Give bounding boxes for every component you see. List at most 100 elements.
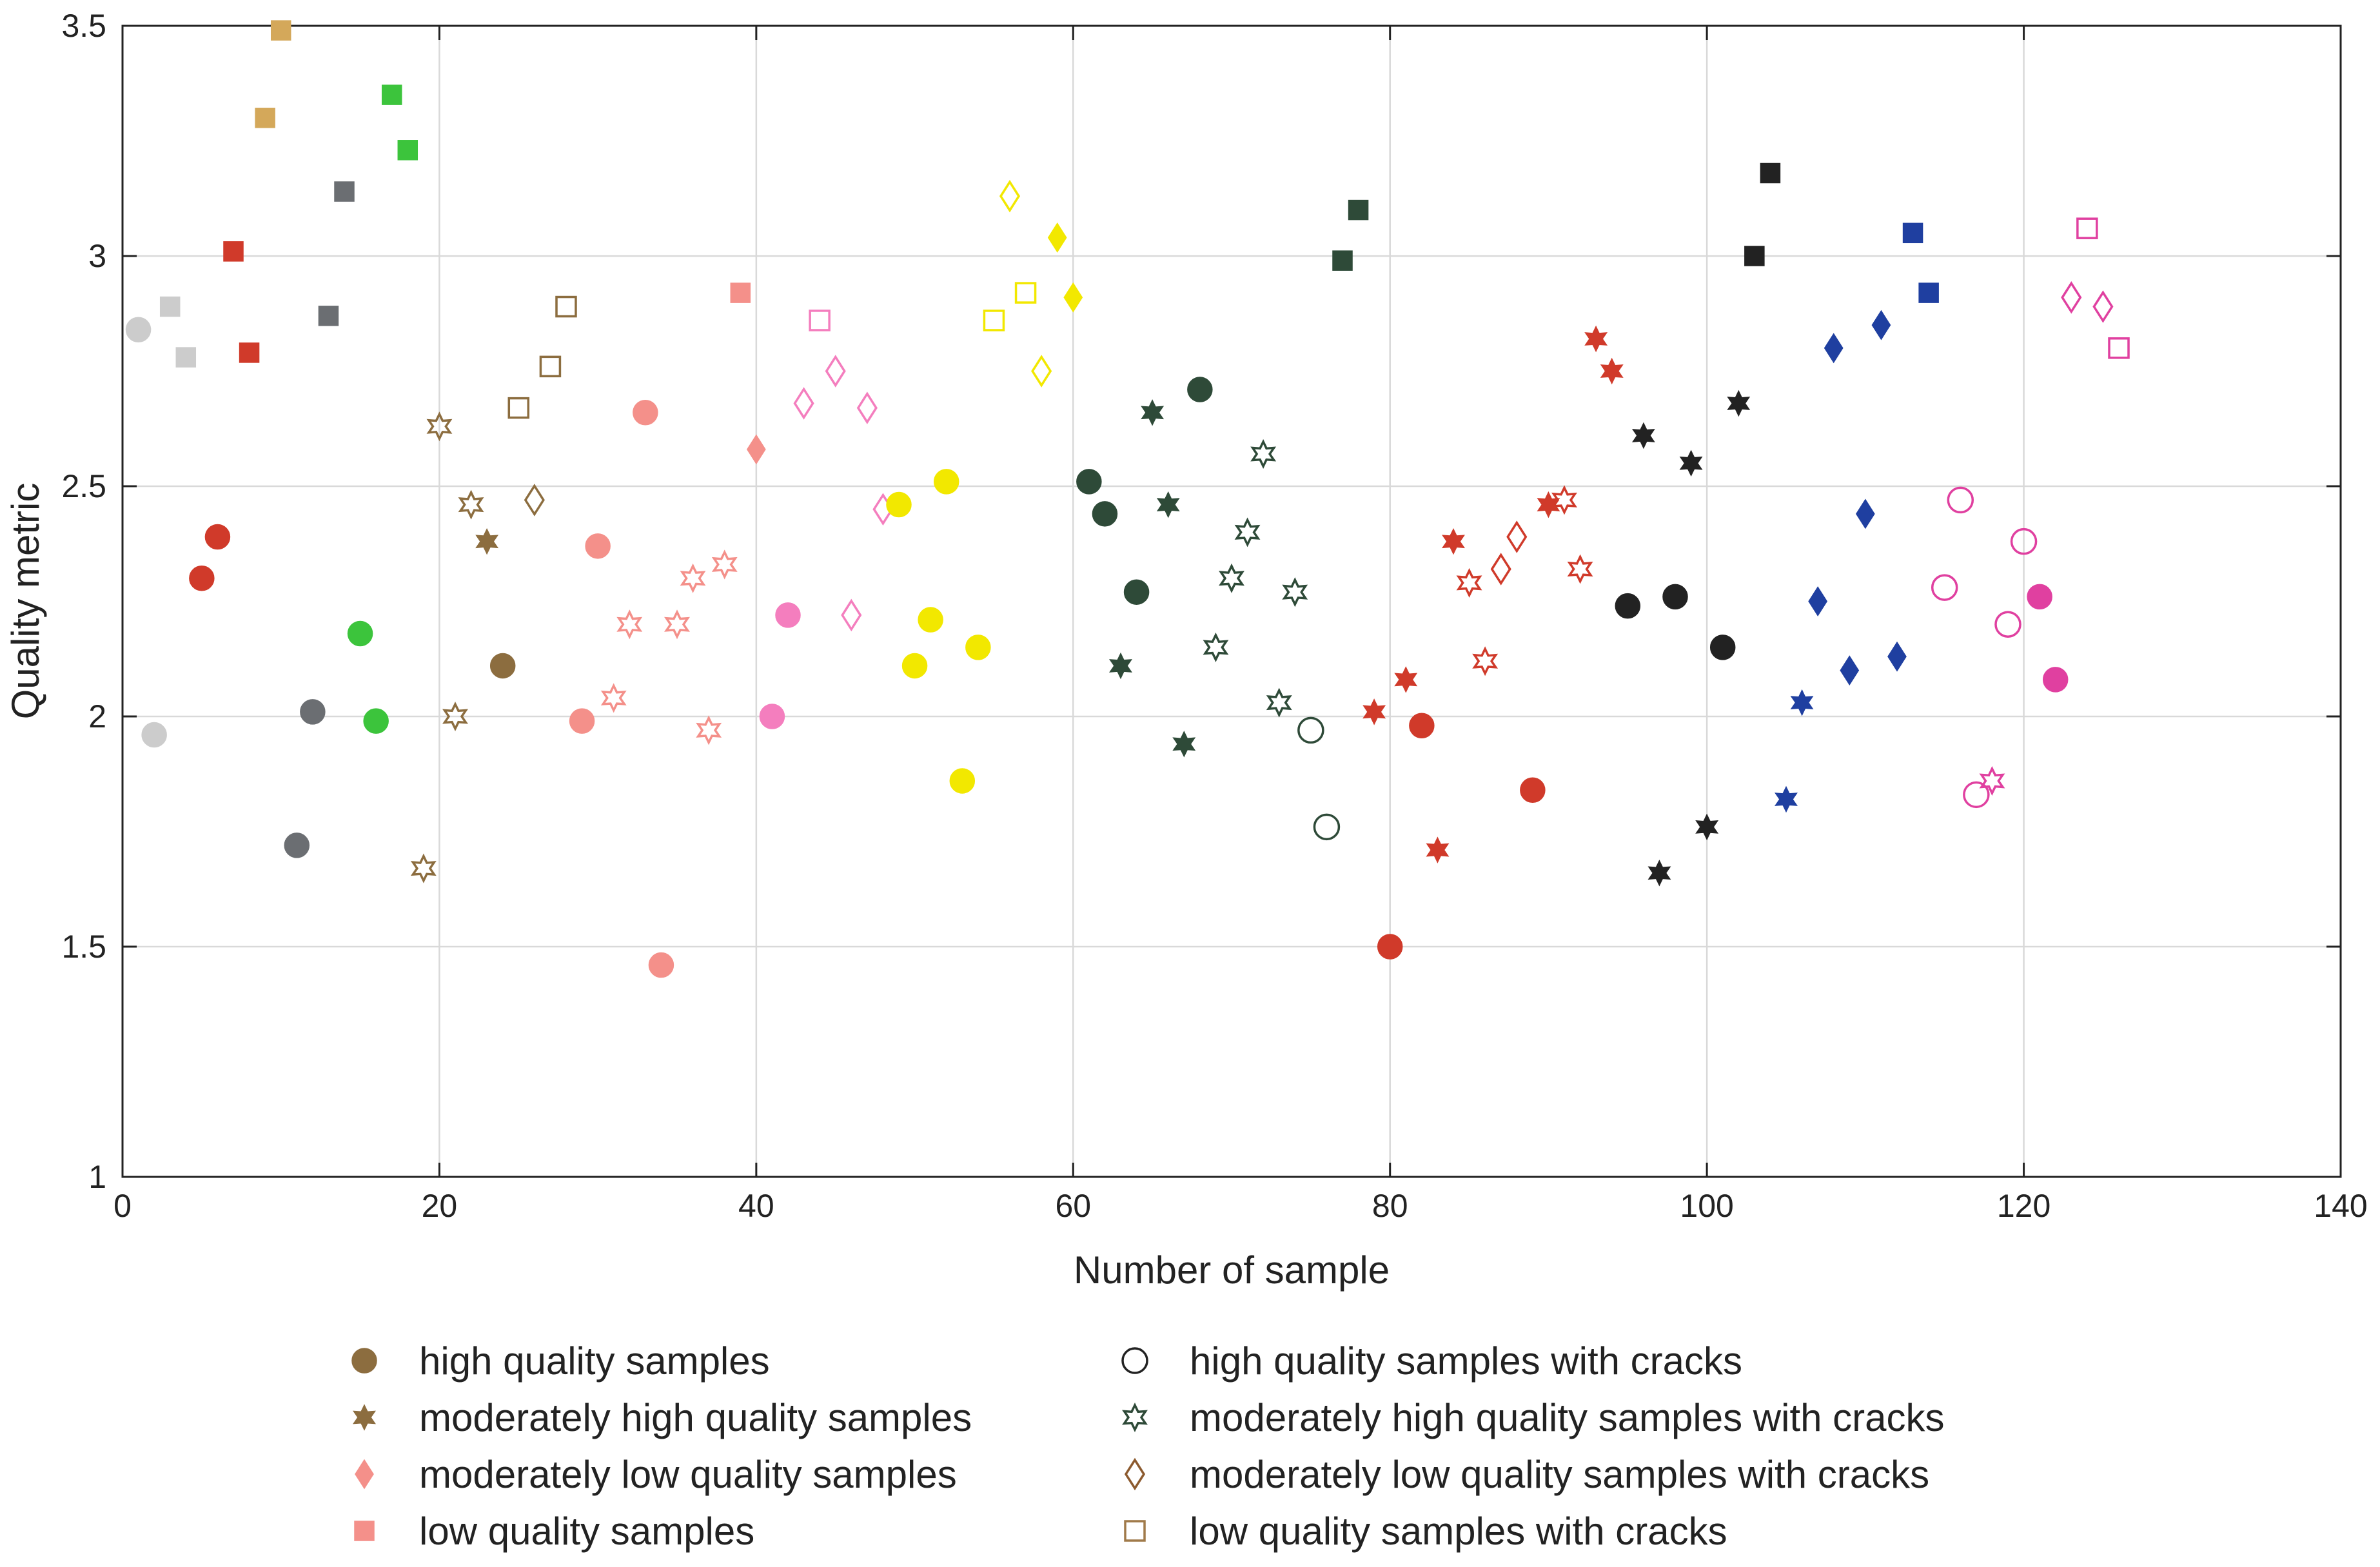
data-point-star bbox=[1584, 325, 1608, 353]
data-point-star bbox=[1727, 389, 1751, 417]
data-point-diamond bbox=[2061, 281, 2082, 314]
data-point-diamond bbox=[841, 598, 862, 632]
data-point-circle bbox=[648, 952, 674, 978]
legend-label: high quality samples bbox=[419, 1339, 770, 1383]
data-point-circle bbox=[1123, 579, 1150, 605]
data-point-circle bbox=[775, 602, 801, 628]
data-point-diamond bbox=[856, 391, 878, 424]
data-point-square bbox=[1332, 250, 1353, 271]
data-point-circle bbox=[1409, 713, 1435, 739]
legend-label: moderately high quality samples with cra… bbox=[1190, 1396, 1945, 1439]
data-point-square bbox=[159, 296, 181, 317]
data-point-diamond bbox=[524, 484, 545, 517]
data-point-star bbox=[1234, 517, 1261, 547]
data-point-square bbox=[270, 20, 291, 41]
data-point-diamond bbox=[1031, 355, 1052, 388]
data-point-square bbox=[983, 310, 1005, 331]
data-point-diamond bbox=[999, 179, 1021, 213]
legend-label: low quality samples bbox=[419, 1510, 754, 1553]
data-point-diamond bbox=[746, 434, 766, 465]
x-tick-label: 40 bbox=[738, 1188, 774, 1224]
data-point-square bbox=[381, 84, 402, 105]
data-point-square bbox=[318, 306, 339, 326]
data-point-star bbox=[696, 715, 722, 745]
data-point-star bbox=[1537, 491, 1560, 518]
data-point-circle bbox=[1931, 574, 1958, 601]
data-point-circle bbox=[949, 768, 976, 794]
data-point-diamond bbox=[1855, 498, 1875, 529]
y-tick-label: 1.5 bbox=[61, 929, 106, 965]
data-point-star bbox=[1362, 698, 1386, 725]
data-point-circle bbox=[489, 653, 516, 679]
data-point-star bbox=[1790, 689, 1814, 716]
data-point-circle bbox=[1377, 934, 1403, 960]
y-axis-title: Quality metric bbox=[4, 483, 47, 720]
data-point-circle bbox=[1662, 584, 1688, 610]
legend-marker-star bbox=[353, 1404, 376, 1431]
data-point-star bbox=[1282, 577, 1308, 607]
legend-marker-diamond bbox=[355, 1459, 374, 1490]
data-point-square bbox=[2108, 337, 2130, 359]
data-point-square bbox=[334, 181, 355, 202]
data-point-square bbox=[1348, 199, 1369, 221]
data-point-star bbox=[616, 609, 643, 640]
y-tick-label: 3 bbox=[88, 238, 106, 274]
grid-lines bbox=[123, 26, 2341, 1177]
data-point-circle bbox=[2027, 584, 2052, 610]
legend-marker-star bbox=[1122, 1402, 1148, 1433]
data-point-star bbox=[410, 853, 437, 883]
legend-label: moderately low quality samples bbox=[419, 1453, 957, 1496]
data-point-star bbox=[1219, 563, 1244, 593]
data-point-circle bbox=[569, 708, 595, 734]
data-point-circle bbox=[901, 653, 928, 679]
x-tick-label: 80 bbox=[1372, 1188, 1408, 1224]
data-point-star bbox=[1203, 632, 1229, 662]
data-point-circle bbox=[965, 635, 991, 660]
data-point-circle bbox=[1994, 611, 2021, 638]
data-point-star bbox=[1156, 491, 1180, 518]
data-point-star bbox=[711, 549, 738, 580]
y-tick-label: 3.5 bbox=[61, 8, 106, 44]
x-tick-label: 140 bbox=[2314, 1188, 2367, 1224]
data-point-star bbox=[600, 683, 627, 713]
data-point-circle bbox=[363, 708, 389, 734]
data-point-star bbox=[1108, 652, 1133, 680]
data-point-star bbox=[1551, 485, 1578, 515]
x-tick-label: 100 bbox=[1680, 1188, 1733, 1224]
data-point-star bbox=[1266, 687, 1292, 718]
data-point-circle bbox=[1076, 469, 1102, 495]
data-point-diamond bbox=[793, 387, 814, 420]
data-point-star bbox=[1250, 439, 1277, 469]
data-point-circle bbox=[2010, 527, 2038, 555]
legend-label: moderately high quality samples bbox=[419, 1396, 972, 1439]
data-point-diamond bbox=[1490, 553, 1511, 586]
data-point-circle bbox=[759, 704, 785, 729]
y-tick-label: 1 bbox=[88, 1159, 106, 1195]
data-point-square bbox=[2076, 217, 2098, 239]
x-tick-label: 0 bbox=[113, 1188, 132, 1224]
legend-marker-square bbox=[354, 1521, 375, 1541]
data-point-square bbox=[539, 355, 562, 378]
data-point-circle bbox=[300, 699, 326, 725]
legend-label: moderately low quality samples with crac… bbox=[1190, 1453, 1929, 1496]
data-point-circle bbox=[918, 607, 943, 633]
data-point-star bbox=[1456, 567, 1482, 598]
legend-marker-circle bbox=[1121, 1347, 1148, 1374]
data-point-circle bbox=[1092, 501, 1118, 527]
data-point-diamond bbox=[1887, 641, 1907, 672]
data-point-square bbox=[1744, 246, 1765, 266]
data-point-star bbox=[458, 489, 484, 520]
data-point-star bbox=[1695, 813, 1719, 841]
data-point-diamond bbox=[1047, 222, 1067, 253]
data-point-star bbox=[442, 701, 468, 732]
data-point-circle bbox=[2042, 667, 2069, 693]
x-tick-label: 20 bbox=[422, 1188, 458, 1224]
data-point-circle bbox=[886, 491, 912, 518]
data-point-circle bbox=[1615, 593, 1641, 619]
data-point-diamond bbox=[1808, 586, 1828, 616]
data-point-circle bbox=[933, 469, 959, 495]
data-point-star bbox=[680, 563, 706, 593]
data-point-diamond bbox=[1506, 520, 1528, 553]
legend-marker-circle bbox=[351, 1348, 377, 1374]
data-point-square bbox=[730, 282, 751, 303]
